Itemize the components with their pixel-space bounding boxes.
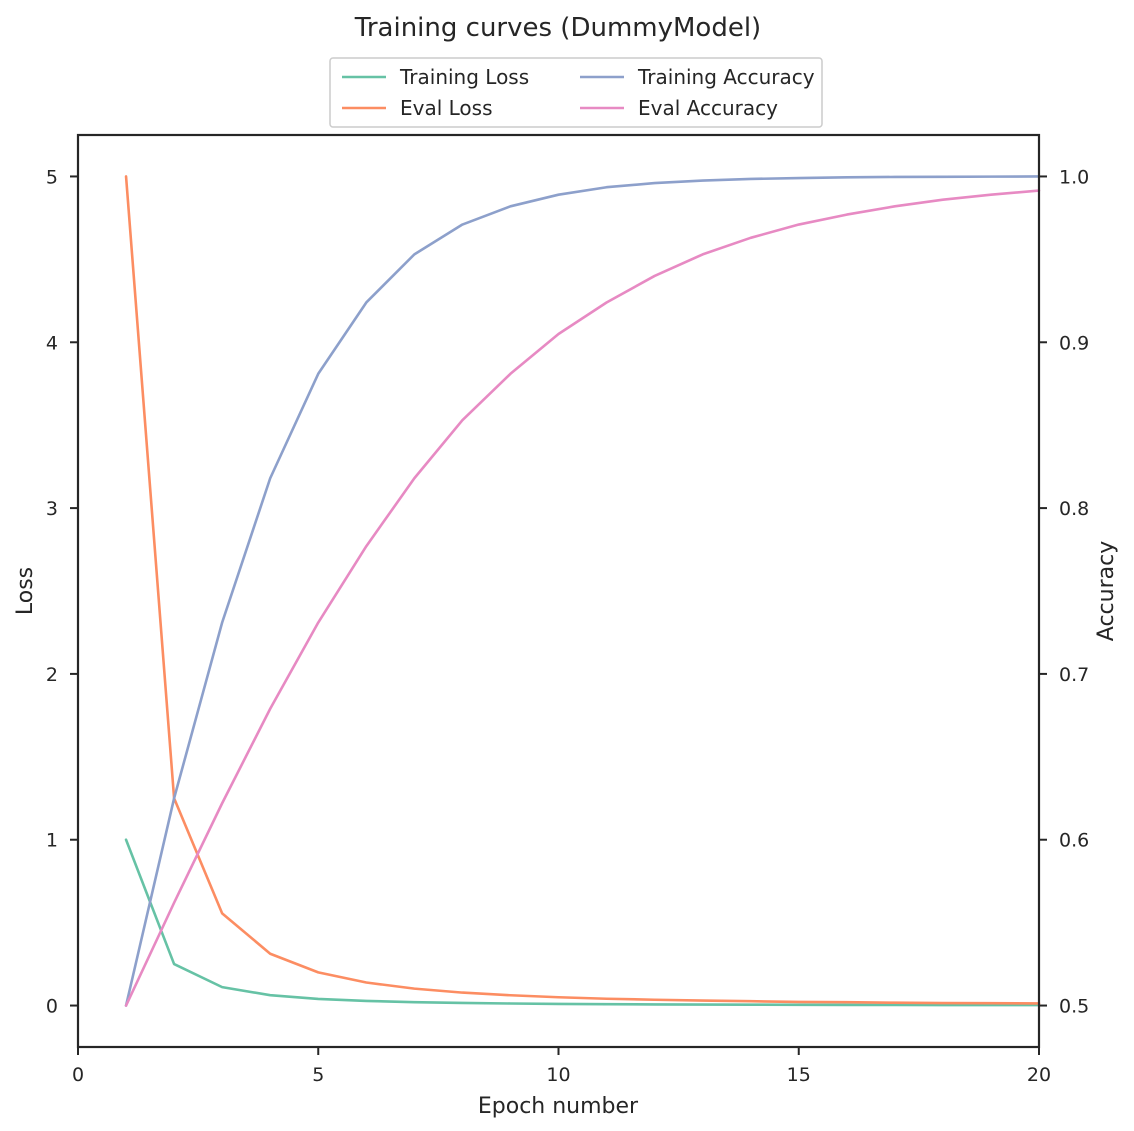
y-axis-right-label: Accuracy [1094, 541, 1119, 641]
legend-label: Training Loss [399, 65, 529, 89]
y-left-tick-label: 0 [46, 996, 58, 1018]
series-line-0 [124, 838, 1041, 1007]
x-tick-label: 20 [1027, 1064, 1051, 1086]
y-right-tick-label: 0.6 [1059, 830, 1089, 852]
legend-box [329, 57, 823, 128]
x-tick-label: 0 [72, 1064, 84, 1086]
series-line-3 [124, 189, 1041, 1007]
y-right-tick-label: 0.7 [1059, 664, 1089, 686]
y-left-tick-label: 1 [46, 830, 58, 852]
y-right-tick-label: 0.8 [1059, 498, 1089, 520]
y-left-tick-label: 2 [46, 664, 58, 686]
axes: 0 5 10 15 20 0 1 2 3 4 5 0.5 0.6 0.7 0.8 0.9 1.0 [46, 166, 1089, 1086]
series-line-2 [124, 175, 1041, 1007]
chart-title: Training curves (DummyModel) [354, 13, 761, 43]
series-line-1 [124, 175, 1041, 1005]
y-left-tick-label: 5 [46, 166, 58, 188]
series-lines [124, 175, 1041, 1007]
y-axis-left-label: Loss [13, 567, 38, 615]
x-axis-label: Epoch number [478, 1094, 639, 1119]
legend-label: Eval Accuracy [638, 96, 778, 120]
legend-label: Eval Loss [400, 96, 493, 120]
legend-label: Training Accuracy [637, 65, 815, 89]
y-left-tick-label: 3 [46, 498, 58, 520]
x-tick-label: 15 [787, 1064, 811, 1086]
x-tick-label: 10 [546, 1064, 570, 1086]
y-left-tick-label: 4 [46, 332, 58, 354]
y-right-tick-label: 1.0 [1059, 166, 1089, 188]
y-right-tick-label: 0.5 [1059, 996, 1089, 1018]
legend: Training Loss Eval Loss Training Accuracy E… [329, 57, 823, 128]
x-tick-label: 5 [312, 1064, 324, 1086]
y-right-tick-label: 0.9 [1059, 332, 1089, 354]
